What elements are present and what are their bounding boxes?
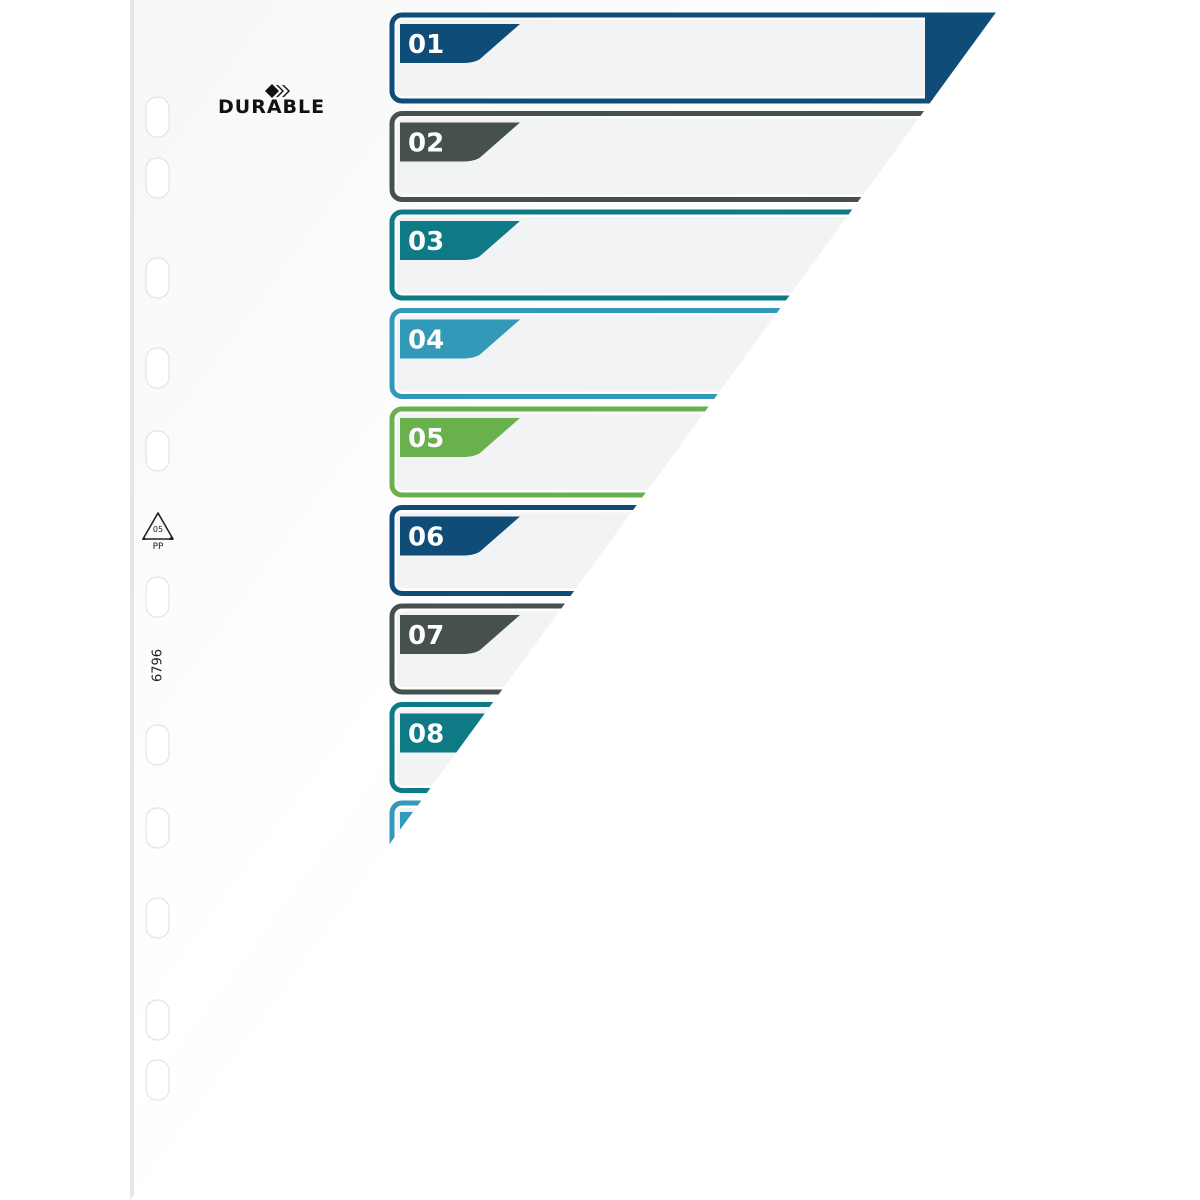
tab-number-flag [400,812,520,851]
punch-hole [145,576,170,618]
brand-name: DURABLE [218,96,326,118]
tab-list: 01 02 03 04 05 06 07 08 09 [389,12,1005,892]
sheet-left-strip [130,0,134,1200]
punch-hole [145,257,170,299]
tab-number: 04 [408,326,444,356]
tab-05: 05 [389,406,1005,498]
punch-hole [145,897,170,939]
tab-number-flag [400,24,520,63]
tab-border [389,702,1005,793]
tab-number: 02 [408,129,444,159]
tab-number: 05 [408,424,444,454]
tab-number-flag [400,516,520,556]
punch-hole [145,430,170,472]
tab-label-area [397,808,1005,884]
punch-hole [145,807,170,849]
tab-border [389,209,1005,301]
punch-hole [145,347,170,389]
tab-number-flag [400,615,520,654]
tab-number: 01 [408,30,444,60]
tab-number: 08 [408,720,444,750]
punch-hole [145,157,170,199]
tab-06: 06 [389,505,1005,596]
tab-number-flag [400,122,520,162]
tab-01: 01 [389,12,1005,104]
tab-number-flag [400,319,520,359]
punch-hole [145,1059,170,1101]
product-code: 6796 [150,648,166,683]
punch-hole [145,96,170,138]
tab-number: 09 [408,818,444,848]
tab-border [389,800,1005,892]
tab-border [389,111,1005,202]
recycling-number: 05 [152,525,164,534]
tab-04: 04 [389,308,1005,399]
recycling-material: PP [152,542,164,552]
punch-hole [145,724,170,766]
tab-02: 02 [389,111,1005,202]
tab-09: 09 [389,800,1005,892]
punch-holes [145,96,170,1101]
tab-01-edge [925,17,1005,100]
tab-number: 03 [408,227,444,257]
tab-label-area [397,709,1005,786]
tab-label-area [397,20,1005,96]
tab-number-flag [400,221,520,260]
tab-07: 07 [389,603,1005,695]
recycling-icon [142,512,174,540]
tab-number-flag [400,418,520,457]
tab-number: 07 [408,621,444,651]
tab-number: 06 [408,523,444,553]
tab-03: 03 [389,209,1005,301]
tab-08: 08 [389,702,1005,793]
durable-logo-icon [265,84,290,98]
punch-hole [145,999,170,1041]
tab-border [389,12,1005,104]
